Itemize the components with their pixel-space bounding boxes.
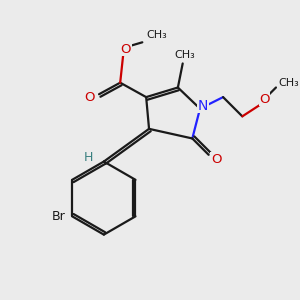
Text: O: O <box>121 43 131 56</box>
Text: O: O <box>259 92 270 106</box>
Text: CH₃: CH₃ <box>174 50 195 60</box>
Text: CH₃: CH₃ <box>278 78 298 88</box>
Text: O: O <box>211 153 222 166</box>
Text: Br: Br <box>52 210 66 223</box>
Text: N: N <box>198 99 208 113</box>
Text: O: O <box>84 91 95 103</box>
Text: H: H <box>84 151 93 164</box>
Text: CH₃: CH₃ <box>146 30 167 40</box>
